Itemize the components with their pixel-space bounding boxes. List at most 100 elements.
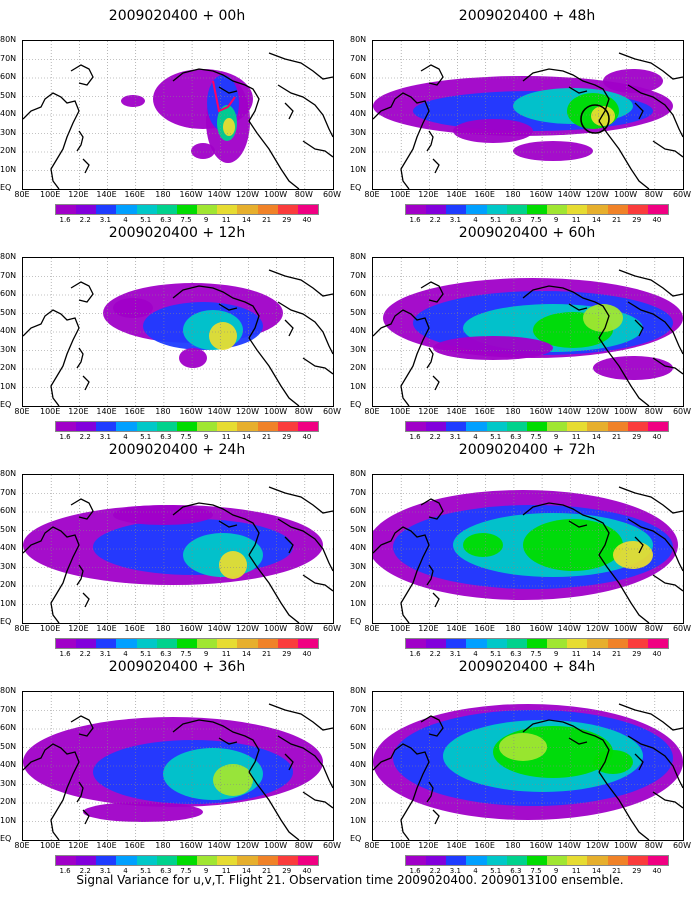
panel-title: 2009020400 + 72h	[458, 442, 596, 458]
variance-contour	[191, 143, 215, 159]
colorbar-swatch	[156, 639, 177, 648]
map-svg	[23, 475, 333, 623]
map-svg	[23, 41, 333, 189]
lon-label: 60W	[322, 190, 342, 199]
lat-label: 30N	[350, 561, 367, 571]
colorbar-swatch	[526, 422, 548, 431]
lon-label: 180	[155, 407, 171, 416]
lon-label: 140E	[446, 841, 467, 850]
coastline	[82, 809, 90, 825]
coastline	[23, 309, 80, 406]
lat-label: 40N	[350, 760, 367, 769]
coastline	[598, 554, 650, 623]
map-svg	[23, 692, 333, 840]
colorbar-swatch	[56, 422, 77, 431]
colorbar-level: 7.5	[530, 216, 542, 224]
lon-label: 60W	[672, 624, 692, 633]
colorbar-level: 3.1	[449, 216, 461, 224]
lat-label: 20N	[350, 580, 367, 589]
coastline	[23, 743, 80, 840]
colorbar-level: 29	[632, 216, 642, 224]
lat-label: 50N	[0, 90, 17, 100]
lat-label: 50N	[350, 90, 367, 100]
lat-label: 30N	[0, 561, 17, 571]
coastline	[627, 735, 683, 789]
colorbar-labels: 1.6 2.2 3.1 4 5.1 6.3 7.5 9 11 14 21 29 40	[55, 867, 317, 876]
lat-label: 20N	[0, 580, 17, 589]
lon-label: 140E	[96, 190, 117, 199]
forecast-map	[22, 691, 334, 841]
lat-label: 50N	[0, 741, 17, 751]
colorbar-swatch	[446, 422, 467, 431]
lon-label: 100E	[390, 624, 411, 633]
colorbar-level: 7.5	[180, 216, 192, 224]
colorbar-swatch	[567, 422, 588, 431]
coastline	[652, 574, 683, 592]
variance-contour	[213, 764, 253, 796]
lon-label: 100W	[614, 190, 638, 199]
lat-label: 80N	[350, 469, 367, 478]
colorbar-swatch	[76, 639, 97, 648]
colorbar	[55, 638, 319, 649]
variance-contour	[433, 336, 553, 360]
colorbar-level: 5.1	[490, 867, 502, 875]
coastline	[248, 554, 300, 623]
lon-label: 160W	[529, 407, 553, 416]
colorbar-level: 9	[203, 216, 209, 224]
forecast-map	[22, 474, 334, 624]
lon-label: 80W	[294, 190, 313, 199]
lon-label: 60W	[322, 624, 342, 633]
lon-label: 120E	[68, 841, 89, 850]
lat-label: EQ	[0, 183, 12, 192]
colorbar-level: 5.1	[490, 216, 502, 224]
colorbar-level: 21	[262, 867, 272, 875]
lon-label: 140E	[446, 190, 467, 199]
colorbar-swatch	[426, 205, 447, 214]
lat-label: 40N	[350, 543, 367, 552]
lat-label: EQ	[0, 834, 12, 843]
lat-label: 30N	[0, 344, 17, 354]
lon-label: 140W	[207, 190, 231, 199]
lat-label: 80N	[350, 252, 367, 261]
colorbar-level: 6.3	[510, 433, 522, 441]
lat-label: 30N	[350, 344, 367, 354]
coastline	[652, 140, 683, 158]
colorbar-swatch	[506, 856, 527, 865]
colorbar-level: 6.3	[510, 867, 522, 875]
colorbar-swatch	[627, 639, 648, 648]
lat-label: 40N	[350, 109, 367, 118]
lon-label: 100W	[614, 407, 638, 416]
lat-label: 40N	[350, 326, 367, 335]
colorbar-swatch	[406, 639, 427, 648]
colorbar-swatch	[647, 856, 669, 865]
coastline	[70, 498, 94, 520]
coastline	[218, 737, 238, 745]
colorbar-swatch	[217, 856, 238, 865]
coastline	[627, 301, 683, 355]
coastline	[76, 130, 84, 152]
colorbar-swatch	[277, 856, 298, 865]
colorbar-swatch	[406, 205, 427, 214]
lon-label: 140W	[207, 624, 231, 633]
lon-label: 120W	[585, 407, 610, 416]
variance-contour	[513, 141, 593, 161]
lat-label: EQ	[350, 617, 362, 626]
colorbar	[55, 855, 319, 866]
lat-label: 50N	[0, 524, 17, 534]
lat-label: 80N	[0, 252, 17, 261]
colorbar-level: 29	[282, 216, 292, 224]
lat-label: 70N	[0, 704, 17, 714]
colorbar-level: 11	[571, 867, 581, 875]
lat-label: 20N	[350, 363, 367, 372]
lon-label: 80E	[14, 624, 30, 633]
variance-contour	[593, 356, 673, 380]
colorbar-level: 3.1	[99, 216, 111, 224]
colorbar-level: 11	[221, 433, 231, 441]
colorbar-labels: 1.6 2.2 3.1 4 5.1 6.3 7.5 9 11 14 21 29 40	[55, 216, 317, 225]
lon-label: 140W	[207, 841, 231, 850]
variance-contour	[209, 322, 237, 350]
lon-label: 80E	[14, 190, 30, 199]
colorbar-swatch	[297, 205, 319, 214]
lon-label: 120W	[585, 841, 610, 850]
colorbar-level: 21	[612, 650, 622, 658]
